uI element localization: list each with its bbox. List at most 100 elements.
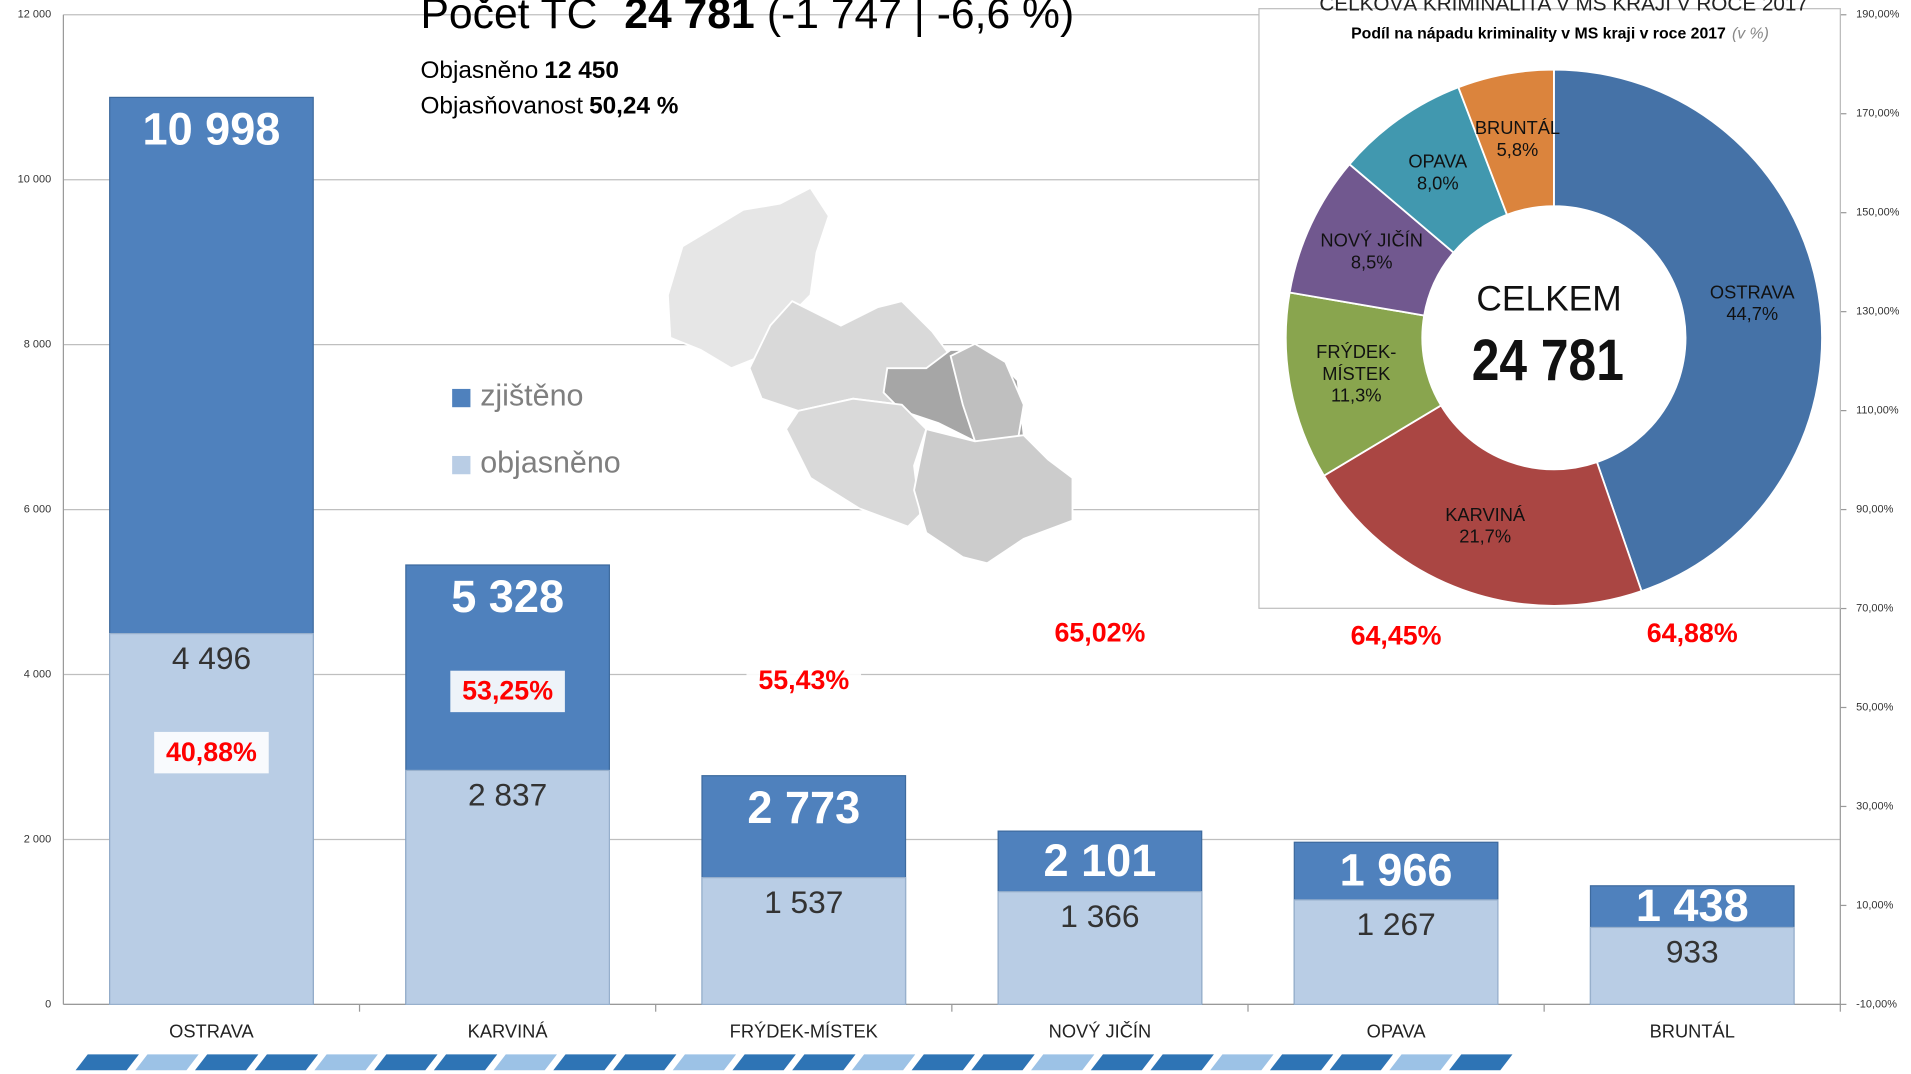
stripe [851,1054,916,1071]
slice-label: 21,7% [1459,526,1511,547]
percent-label: 65,02% [1054,617,1145,647]
data-label: 4 496 [172,640,251,676]
slice-label: 44,7% [1726,303,1778,324]
bar [997,891,1203,1005]
y-tick-label: 12 000 [18,9,52,21]
slice-name: KARVINÁ [1445,504,1526,525]
slice-label: 8,5% [1351,251,1393,272]
percent-label: 64,45% [1351,620,1442,650]
x-tick-label: KARVINÁ [468,1020,549,1041]
stripe [553,1054,617,1071]
y-tick-label: 0 [45,998,51,1010]
data-label: 2 837 [468,777,547,813]
subtitle-note: (v %) [1732,25,1769,42]
label-box [1042,612,1158,654]
data-label: 1 537 [764,884,843,920]
region [913,428,1074,565]
slice-name: OSTRAVA [1710,281,1795,302]
label-box [450,670,565,713]
annotation: Objasňovanost 50,24 % [420,93,678,120]
y2-tick-label: 110,00% [1856,405,1899,417]
y2-tick-label: 30,00% [1856,800,1893,812]
y2-tick-label: 10,00% [1856,899,1893,911]
y2-tick-label: 190,00% [1856,9,1900,21]
pie-subtitle: Podíl na nápadu kriminality v MS kraji v… [1351,25,1769,42]
percent-label: 64,88% [1647,618,1738,648]
center-value: 24 781 [1472,327,1624,393]
x-tick-label: BRUNTÁL [1650,1020,1735,1041]
y2-tick-label: 150,00% [1856,207,1900,219]
data-label: 1 267 [1356,906,1435,942]
pie-slice [1552,68,1823,593]
stripe [1210,1054,1274,1071]
y2-tick-label: 130,00% [1856,306,1900,318]
annotation: Objasněno 12 450 [420,57,618,84]
subtitle-text: Podíl na nápadu kriminality v MS kraji v… [1351,25,1726,42]
bar [109,633,314,1006]
legend-swatch [452,455,471,475]
slice-name: NOVÝ JIČÍN [1320,230,1423,251]
stripe [195,1054,259,1071]
stripe [1449,1054,1513,1071]
data-label: 2 773 [747,782,860,833]
stripe [135,1054,199,1071]
bars: OSTRAVA 10 998 4 496 40,88% KARVINÁ 5 328 2 83… [109,96,1795,1041]
decor-stripes [75,1054,1513,1071]
bar [1589,926,1795,1006]
stripe [374,1054,438,1071]
x-tick-label: NOVÝ JIČÍN [1049,1020,1152,1041]
slice-name: BRUNTÁL [1475,117,1560,138]
y-tick-label: 4 000 [24,668,51,680]
pie-chart: CELKOVÁ KRIMINALITA V MS KRAJI V ROCE 20… [1258,0,1841,609]
pie-slice [1457,68,1555,216]
data-label: 2 101 [1044,835,1157,886]
slice-name: OPAVA [1408,150,1468,171]
data-label: 1 366 [1060,898,1139,934]
stripe [1031,1054,1095,1071]
percent-label: 55,43% [758,665,849,695]
label-box [1338,615,1454,657]
legend-label: objasněno [480,446,621,480]
stripe [672,1054,737,1071]
stripe [1389,1054,1453,1071]
region [949,342,1025,443]
legend-swatch [452,388,471,408]
header: Počet TČ 24 781 (-1 747 | -6,6 %) Objasněn… [420,0,1074,120]
stripe [433,1054,498,1071]
x-tick-label: FRÝDEK-MÍSTEK [730,1020,878,1041]
bar [405,769,610,1005]
label-box [746,659,862,702]
y2-tick-label: 90,00% [1856,503,1893,515]
stripe [1150,1054,1214,1071]
y2-tick-label: -10,00% [1856,998,1897,1010]
y-tick-label: 2 000 [24,833,51,845]
x-tick-label: OPAVA [1367,1020,1427,1041]
y-tick-label: 6 000 [24,503,51,515]
percent-label: 53,25% [462,676,553,706]
slice-label: 11,3% [1331,385,1381,406]
headline: Počet TČ 24 781 (-1 747 | -6,6 %) [420,0,1074,38]
slice-label: 5,8% [1497,139,1539,160]
slice-name: FRÝDEK-MÍSTEK [1316,341,1396,384]
grid: 0 2 000 4 000 6 000 8 000 10 000 12 000 -10,00%… [18,9,1900,1012]
x-tick-label: OSTRAVA [169,1020,254,1041]
region [666,186,830,370]
stripe [1090,1054,1155,1071]
legend-label: zjištěno [480,379,583,413]
stripe [254,1054,319,1071]
y2-tick-label: 70,00% [1856,602,1893,614]
stripe [792,1054,856,1071]
pie-slice [1322,404,1643,607]
y2-tick-label: 50,00% [1856,701,1893,713]
stripe [493,1054,557,1071]
stripe [75,1054,139,1071]
slice-label: 8,0% [1417,172,1459,193]
data-label: 1 438 [1636,880,1749,931]
bar [1293,899,1499,1006]
stripe [911,1054,975,1071]
percent-label: 40,88% [166,737,257,767]
stripe [1329,1054,1394,1071]
data-label: 1 966 [1340,844,1453,895]
